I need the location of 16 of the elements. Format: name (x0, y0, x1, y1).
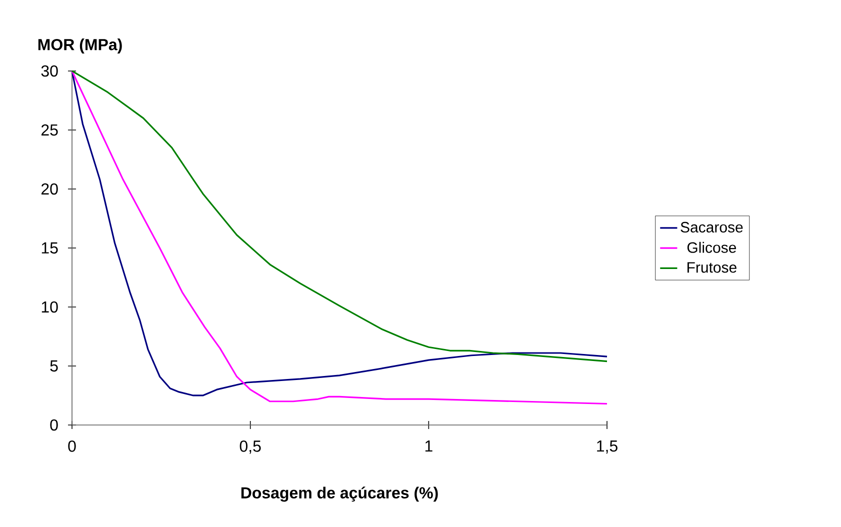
legend-label: Sacarose (680, 222, 743, 233)
y-tick-label: 10 (42, 301, 58, 313)
y-tick-label: 15 (42, 242, 58, 254)
x-tick-label: 0,5 (240, 440, 261, 454)
legend-label: Frutose (688, 262, 736, 273)
y-axis-title: MOR (MPa) (38, 38, 122, 54)
y-tick-label: 20 (41, 183, 58, 195)
legend-label: Glicose (687, 242, 736, 253)
y-tick-label: 25 (41, 124, 58, 136)
y-tick-label: 0 (50, 419, 58, 431)
x-tick-label: 0 (68, 440, 76, 452)
x-tick-label: 1 (425, 440, 432, 452)
x-axis-title: Dosagem de açúcares (%) (241, 486, 438, 502)
y-tick-label: 5 (50, 360, 58, 372)
x-tick-label: 1,5 (597, 440, 618, 454)
y-tick-label: 30 (41, 65, 58, 77)
